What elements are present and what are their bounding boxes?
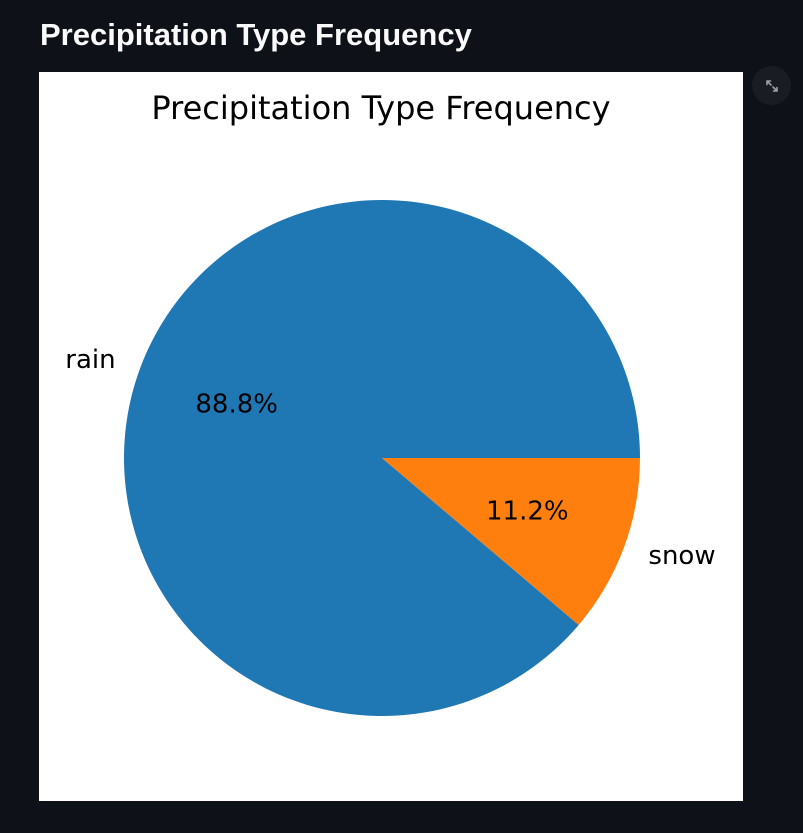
pie-category-label-snow: snow [648,541,715,571]
pie-percent-label-rain: 88.8% [195,390,278,420]
pie-percent-label-snow: 11.2% [486,496,569,526]
page-title: Precipitation Type Frequency [40,17,472,52]
fullscreen-button[interactable] [752,66,791,105]
pie-category-label-rain: rain [65,345,115,375]
pie-labels: 88.8% rain 11.2% snow [65,345,715,571]
chart-title: Precipitation Type Frequency [151,89,610,127]
fullscreen-expand-icon [765,79,778,92]
chart-figure: Precipitation Type Frequency 88.8% rain 11… [39,72,743,801]
pie-slice-rain [123,199,640,717]
pie-chart: Precipitation Type Frequency 88.8% rain 11… [65,89,716,717]
pie-slices [123,199,640,717]
pie-slice-snow [382,458,640,625]
